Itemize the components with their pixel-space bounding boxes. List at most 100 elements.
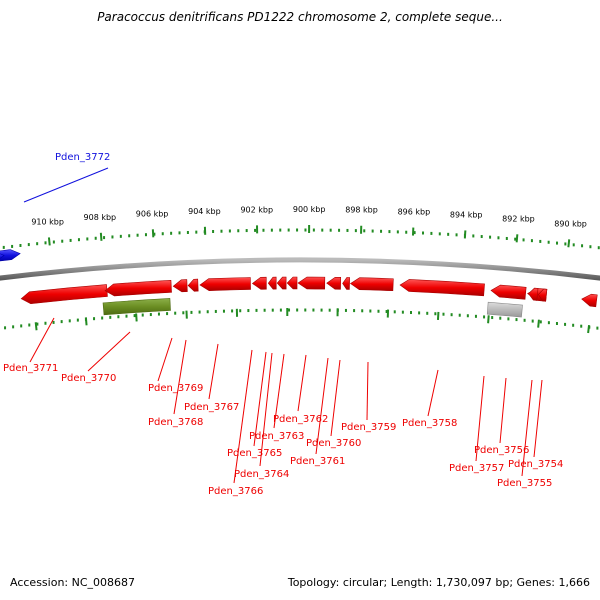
- outer-minor-tick: [539, 239, 542, 243]
- inner-minor-tick: [483, 315, 486, 319]
- outer-minor-tick: [564, 242, 567, 246]
- inner-minor-tick: [247, 309, 250, 313]
- gene-label-pden-3760[interactable]: Pden_3760: [306, 438, 361, 449]
- outer-minor-tick: [530, 239, 533, 243]
- outer-minor-tick: [572, 243, 575, 247]
- outer-minor-tick: [380, 229, 383, 233]
- inner-minor-tick: [596, 326, 599, 330]
- gene-pden-3761[interactable]: [297, 276, 326, 290]
- gene-pden-3767[interactable]: [187, 278, 199, 292]
- inner-minor-tick: [206, 310, 209, 314]
- outer-minor-tick: [186, 230, 189, 234]
- gene-pden-3765[interactable]: [251, 276, 267, 290]
- outer-minor-tick: [438, 232, 441, 236]
- inner-minor-tick: [36, 322, 39, 326]
- gene-label-pden-3759[interactable]: Pden_3759: [341, 422, 396, 433]
- gene-label-pden-3756[interactable]: Pden_3756: [474, 445, 529, 456]
- inner-minor-tick: [271, 308, 274, 312]
- gene-pden-3772[interactable]: [0, 249, 21, 262]
- gene-label-pden-3769[interactable]: Pden_3769: [148, 383, 203, 394]
- gene-label-pden-3766[interactable]: Pden_3766: [208, 486, 263, 497]
- label-leader-line: [87, 331, 131, 372]
- outer-minor-tick: [77, 238, 80, 242]
- inner-major-tick: [537, 319, 540, 328]
- gene-label-pden-3767[interactable]: Pden_3767: [184, 402, 239, 413]
- outer-minor-tick: [455, 233, 458, 237]
- gene-fragment[interactable]: [528, 287, 539, 301]
- chromosome-title: Paracoccus denitrificans PD1222 chromoso…: [97, 10, 503, 24]
- gene-pden-3764[interactable]: [267, 276, 277, 290]
- inner-minor-tick: [466, 314, 469, 318]
- gene-label-pden-3768[interactable]: Pden_3768: [148, 417, 203, 428]
- inner-minor-tick: [182, 311, 185, 315]
- gene-fragment[interactable]: [538, 288, 548, 302]
- outer-minor-tick: [522, 238, 525, 242]
- outer-minor-tick: [388, 230, 391, 234]
- outer-minor-tick: [329, 228, 332, 232]
- outer-minor-tick: [111, 235, 114, 239]
- gene-pden-3770[interactable]: [104, 280, 172, 297]
- outer-minor-tick: [103, 236, 106, 240]
- outer-minor-tick: [220, 229, 223, 233]
- gene-label-pden-3762[interactable]: Pden_3762: [273, 414, 328, 425]
- inner-major-tick: [587, 324, 591, 334]
- gene-pden-3758[interactable]: [349, 277, 394, 292]
- gene-fragment[interactable]: [581, 293, 598, 308]
- gene-pden-3760[interactable]: [326, 276, 342, 290]
- outer-minor-tick: [321, 228, 324, 232]
- gene-label-pden-3772[interactable]: Pden_3772: [55, 152, 110, 163]
- gene-label-pden-3770[interactable]: Pden_3770: [61, 373, 116, 384]
- inner-minor-tick: [353, 309, 356, 313]
- inner-minor-tick: [198, 310, 201, 314]
- inner-minor-tick: [20, 324, 23, 328]
- gene-label-pden-3758[interactable]: Pden_3758: [402, 418, 457, 429]
- outer-minor-tick: [422, 231, 425, 235]
- gene-label-pden-3761[interactable]: Pden_3761: [290, 456, 345, 467]
- outer-minor-tick: [254, 228, 257, 232]
- inner-minor-tick: [4, 326, 7, 330]
- outer-minor-tick: [2, 245, 5, 249]
- gene-pden-3768[interactable]: [172, 279, 188, 293]
- inner-minor-tick: [263, 308, 266, 312]
- gene-pden-3759[interactable]: [342, 277, 350, 290]
- inner-minor-tick: [149, 313, 152, 317]
- gene-pden-3755[interactable]: [490, 284, 527, 300]
- outer-minor-tick: [245, 229, 248, 233]
- gene-pden-3769[interactable]: [102, 298, 171, 316]
- inner-minor-tick: [28, 323, 31, 327]
- inner-minor-tick: [393, 310, 396, 314]
- inner-minor-tick: [369, 309, 372, 313]
- outer-minor-tick: [262, 228, 265, 232]
- accession-label: Accession:: [10, 576, 69, 589]
- gene-label-pden-3771[interactable]: Pden_3771: [3, 363, 58, 374]
- gene-label-pden-3764[interactable]: Pden_3764: [234, 469, 289, 480]
- outer-minor-tick: [338, 228, 341, 232]
- gene-label-pden-3765[interactable]: Pden_3765: [227, 448, 282, 459]
- gene-fragment[interactable]: [0, 252, 5, 263]
- gene-label-pden-3754[interactable]: Pden_3754: [508, 459, 563, 470]
- inner-minor-tick: [239, 309, 242, 313]
- outer-minor-tick: [413, 231, 416, 235]
- inner-major-tick: [34, 322, 38, 331]
- gene-label-pden-3755[interactable]: Pden_3755: [497, 478, 552, 489]
- outer-major-tick: [515, 234, 519, 243]
- gene-pden-3756[interactable]: [486, 301, 523, 318]
- inner-minor-tick: [320, 308, 323, 312]
- gene-label-pden-3763[interactable]: Pden_3763: [249, 431, 304, 442]
- gene-pden-3763[interactable]: [276, 276, 287, 290]
- inner-minor-tick: [68, 319, 71, 323]
- gene-pden-3762[interactable]: [286, 276, 298, 290]
- label-leader-line: [330, 359, 341, 437]
- gene-pden-3771[interactable]: [20, 284, 108, 305]
- outer-minor-tick: [19, 243, 22, 247]
- inner-minor-tick: [288, 308, 291, 312]
- outer-minor-tick: [69, 238, 72, 242]
- inner-minor-tick: [474, 314, 477, 318]
- gene-pden-3757[interactable]: [399, 279, 485, 297]
- gene-pden-3766[interactable]: [199, 277, 251, 291]
- gene-label-pden-3757[interactable]: Pden_3757: [449, 463, 504, 474]
- inner-minor-tick: [231, 309, 234, 313]
- outer-minor-tick: [354, 229, 357, 233]
- outer-minor-tick: [153, 232, 156, 236]
- outer-minor-tick: [178, 231, 181, 235]
